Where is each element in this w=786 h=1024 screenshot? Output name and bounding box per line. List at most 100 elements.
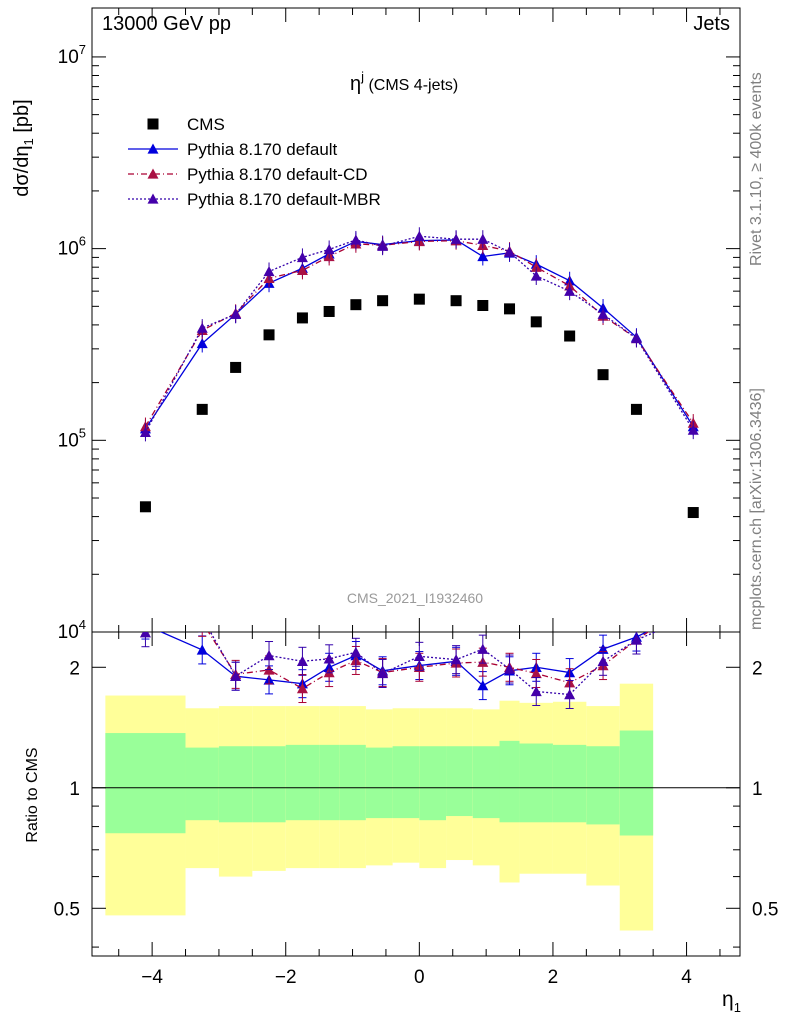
cms-data-point [687, 507, 699, 519]
header-right-label: Jets [693, 13, 730, 35]
series-marker-2 [564, 285, 576, 296]
ratio-uncertainty-bands [92, 683, 740, 931]
ratio-y-tick-label-right: 1 [752, 779, 763, 800]
x-axis-label-text: η [722, 988, 734, 1011]
series-marker-2 [196, 322, 208, 333]
series-marker-2 [504, 246, 516, 257]
x-tick-label: 2 [548, 967, 559, 988]
legend-marker-0 [147, 143, 159, 154]
mcplots-label: mcplots.cern.ch [arXiv:1306.3436] [748, 388, 765, 630]
ratio-marker-2 [377, 667, 389, 679]
x-axis-label: η1 [722, 988, 741, 1015]
cms-data-point [296, 312, 308, 324]
ratio-marker-2 [450, 654, 462, 665]
ratio-marker-0 [477, 680, 489, 691]
cms-data-point [196, 403, 208, 415]
series-marker-2 [230, 308, 242, 319]
cms-data-point [377, 295, 389, 307]
ratio-band-68 [365, 747, 393, 819]
series-marker-2 [139, 426, 151, 438]
cms-data-point [597, 369, 609, 381]
ratio-band-68 [472, 746, 500, 819]
ratio-y-tick-label-left: 2 [69, 658, 80, 679]
ratio-band-68 [586, 746, 620, 825]
series-marker-2 [530, 270, 542, 281]
x-tick-label: 0 [414, 967, 425, 988]
series-marker-2 [263, 265, 275, 277]
ratio-band-68 [392, 746, 420, 819]
main-plot-border [91, 7, 741, 633]
ratio-marker-2 [296, 655, 308, 666]
ratio-marker-2 [477, 643, 489, 654]
ratio-band-68 [552, 744, 587, 823]
series-line-1 [144, 240, 694, 427]
legend: CMS Pythia 8.170 default Pythia 8.170 defa… [128, 115, 381, 209]
legend-marker-1 [147, 168, 159, 179]
cms-data-point [450, 295, 462, 307]
ratio-marker-2 [530, 685, 542, 697]
ratio-marker-0 [196, 644, 208, 655]
ratio-band-68 [218, 746, 253, 823]
ratio-axis-ticks: 0.5 0.5 1 1 2 2 −4 −2 0 2 4 [54, 632, 778, 988]
cms-data-point [477, 299, 489, 311]
main-y-tick-label: 107 [58, 42, 86, 68]
x-tick-label: −4 [141, 967, 163, 988]
main-series-group [139, 227, 699, 519]
ratio-marker-2 [350, 646, 362, 657]
cms-data-point [530, 316, 542, 328]
ratio-marker-1 [296, 683, 308, 694]
ratio-band-68 [339, 744, 366, 821]
ratio-series-group [139, 595, 699, 710]
header-left-label: 13000 GeV pp [102, 13, 231, 35]
legend-label-cms: CMS [187, 115, 225, 134]
svg-text:dσ/dη1 [pb]: dσ/dη1 [pb] [11, 99, 36, 196]
legend-marker-cms [147, 118, 159, 130]
series-marker-2 [687, 424, 699, 435]
x-axis-label-sub: 1 [734, 1000, 741, 1015]
ratio-marker-1 [688, 595, 699, 605]
cms-data-point [263, 329, 275, 341]
series-marker-2 [450, 233, 462, 244]
ratio-marker-2 [564, 689, 576, 700]
ratio-marker-1 [197, 617, 208, 627]
main-y-tick-label: 104 [58, 617, 86, 643]
legend-label-1: Pythia 8.170 default-CD [187, 165, 368, 184]
ratio-band-68 [419, 746, 447, 821]
main-y-tick-label-base: 10 [58, 47, 79, 68]
ratio-marker-2 [413, 650, 425, 662]
main-y-tick-label: 106 [58, 234, 86, 260]
legend-label-2: Pythia 8.170 default-MBR [187, 190, 381, 209]
main-y-axis-label-sub: 1 [21, 138, 36, 145]
series-line-2 [144, 235, 694, 433]
ratio-marker-2 [323, 653, 335, 664]
x-tick-label: 4 [681, 967, 692, 988]
main-y-tick-label-base: 10 [58, 239, 79, 260]
main-y-tick-label-base: 10 [58, 622, 79, 643]
main-y-tick-label-exp: 4 [79, 617, 86, 632]
cms-data-point [323, 305, 335, 317]
ratio-y-tick-label-right: 0.5 [752, 899, 778, 920]
series-marker-1 [530, 261, 542, 272]
series-marker-2 [350, 234, 362, 245]
cms-data-point [564, 330, 576, 342]
ratio-marker-2 [139, 632, 151, 638]
series-marker-2 [377, 240, 389, 251]
ratio-y-tick-label-left: 0.5 [54, 899, 80, 920]
main-y-tick-label-exp: 7 [79, 42, 86, 57]
series-marker-2 [597, 308, 609, 319]
chart-title-sup: j [360, 69, 364, 84]
x-tick-label: −2 [275, 967, 297, 988]
legend-marker-2 [147, 193, 159, 204]
cms-data-point [630, 403, 642, 415]
ratio-band-68 [252, 746, 286, 823]
main-y-tick-label: 105 [58, 425, 86, 451]
ratio-marker-0 [140, 620, 151, 630]
ratio-marker-2 [630, 634, 642, 645]
main-y-axis-label-unit: [pb] [11, 99, 33, 138]
ratio-band-68 [105, 733, 186, 834]
main-y-axis-label-text: dσ/dη [11, 145, 33, 196]
ratio-plot-border [91, 631, 741, 957]
cms-data-point [350, 299, 362, 311]
ratio-marker-2 [263, 650, 275, 661]
